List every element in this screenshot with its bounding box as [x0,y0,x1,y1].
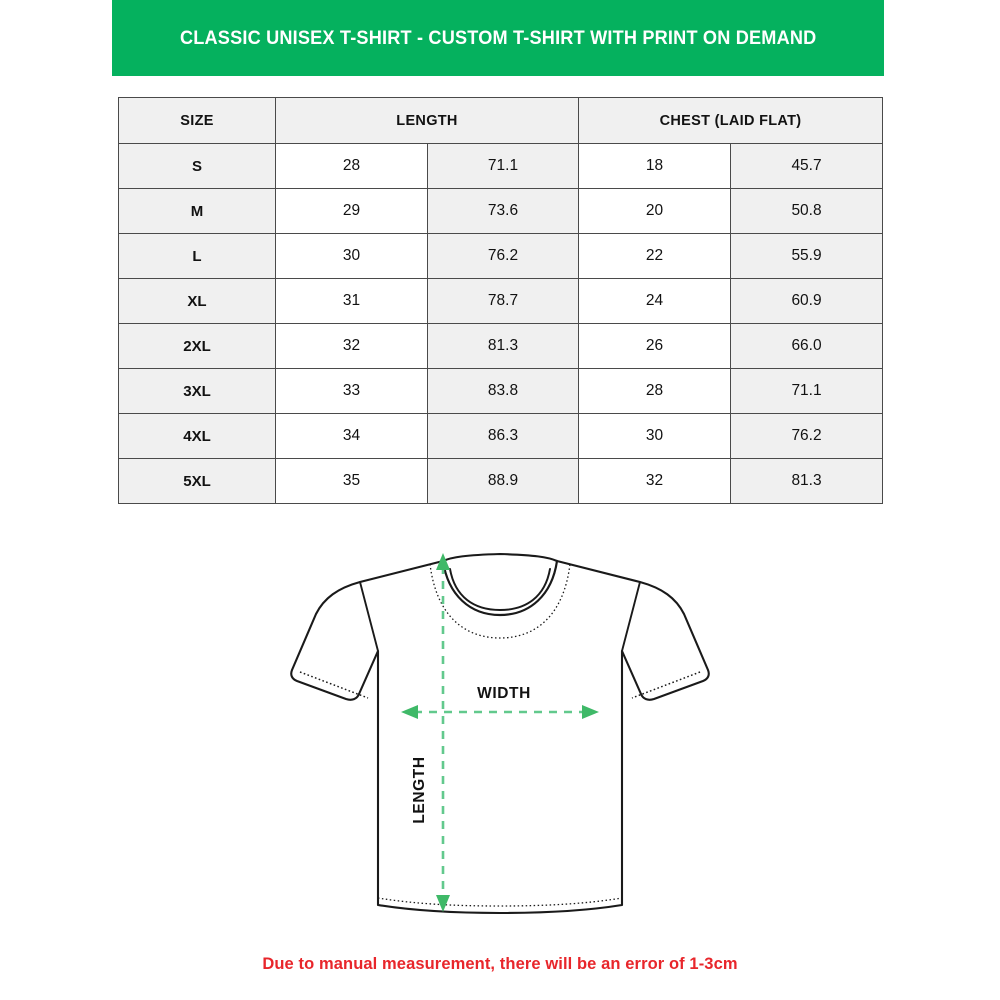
width-label: WIDTH [477,685,531,702]
cell-chest-inches: 20 [578,188,732,234]
table-body: S 28 71.1 18 45.7 M 29 73.6 20 50.8 L 30 76.2 22 55.9 X… [118,143,884,504]
table-header: SIZE LENGTH CHEST (LAID FLAT) [118,97,884,144]
table-row: 3XL 33 83.8 28 71.1 [118,368,884,414]
table-row: 4XL 34 86.3 30 76.2 [118,413,884,459]
cell-length-inches: 33 [275,368,428,414]
table-row: 2XL 32 81.3 26 66.0 [118,323,884,369]
page-header-banner: CLASSIC UNISEX T-SHIRT - CUSTOM T-SHIRT … [112,0,884,76]
length-arrow-top [436,553,450,570]
page-title: CLASSIC UNISEX T-SHIRT - CUSTOM T-SHIRT … [179,26,817,49]
table-row: 5XL 35 88.9 32 81.3 [118,458,884,504]
cell-chest-inches: 28 [578,368,732,414]
collar-outer [441,559,559,617]
cell-size: S [118,143,276,189]
cell-length-inches: 29 [275,188,428,234]
cell-chest-cm: 66.0 [730,323,884,369]
length-label: LENGTH [411,756,428,823]
cell-length-cm: 73.6 [426,188,580,234]
cell-chest-cm: 55.9 [730,233,884,279]
right-sleeve-hem [631,671,701,699]
tshirt-diagram: WIDTH LENGTH [290,552,710,915]
width-arrow-right [582,705,599,719]
right-shoulder-seam [621,581,641,652]
cell-length-cm: 78.7 [426,278,580,324]
cell-length-inches: 35 [275,458,428,504]
cell-size: 5XL [118,458,276,504]
cell-chest-cm: 60.9 [730,278,884,324]
cell-length-cm: 81.3 [426,323,580,369]
cell-length-cm: 71.1 [426,143,580,189]
collar-stitch [429,563,571,639]
cell-chest-cm: 76.2 [730,413,884,459]
measurement-disclaimer: Due to manual measurement, there will be… [262,955,738,973]
cell-length-cm: 83.8 [426,368,580,414]
column-header-length: LENGTH [274,97,580,144]
column-header-size: SIZE [118,97,276,144]
table-row: M 29 73.6 20 50.8 [118,188,884,234]
cell-size: L [118,233,276,279]
length-arrow-bottom [436,895,450,912]
cell-chest-inches: 30 [578,413,732,459]
cell-length-cm: 86.3 [426,413,580,459]
cell-chest-inches: 32 [578,458,732,504]
cell-size: 2XL [118,323,276,369]
column-header-chest: CHEST (LAID FLAT) [578,97,884,144]
cell-size: XL [118,278,276,324]
cell-length-inches: 30 [275,233,428,279]
cell-chest-cm: 50.8 [730,188,884,234]
cell-chest-inches: 22 [578,233,732,279]
cell-size: 3XL [118,368,276,414]
cell-chest-inches: 18 [578,143,732,189]
table-row: S 28 71.1 18 45.7 [118,143,884,189]
cell-chest-inches: 26 [578,323,732,369]
left-shoulder-seam [359,581,379,652]
cell-chest-cm: 45.7 [730,143,884,189]
size-chart-table: SIZE LENGTH CHEST (LAID FLAT) S 28 71.1 18 4… [118,97,884,504]
tshirt-outline [290,552,710,915]
cell-length-inches: 32 [275,323,428,369]
table-row: L 30 76.2 22 55.9 [118,233,884,279]
cell-length-cm: 76.2 [426,233,580,279]
cell-length-inches: 34 [275,413,428,459]
cell-chest-cm: 71.1 [730,368,884,414]
collar-inner [449,568,551,612]
cell-length-inches: 31 [275,278,428,324]
cell-chest-cm: 81.3 [730,458,884,504]
cell-chest-inches: 24 [578,278,732,324]
left-sleeve-hem [299,671,369,699]
cell-length-cm: 88.9 [426,458,580,504]
cell-size: M [118,188,276,234]
table-header-row: SIZE LENGTH CHEST (LAID FLAT) [118,97,884,144]
width-arrow-left [401,705,418,719]
cell-size: 4XL [118,413,276,459]
cell-length-inches: 28 [275,143,428,189]
table-row: XL 31 78.7 24 60.9 [118,278,884,324]
